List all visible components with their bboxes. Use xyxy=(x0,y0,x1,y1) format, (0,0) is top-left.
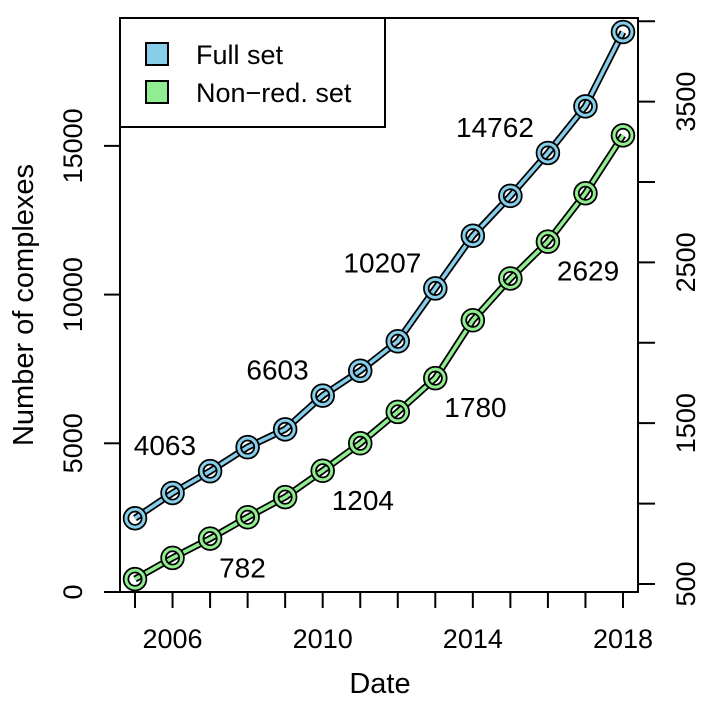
left-axis-tick-label: 10000 xyxy=(58,257,88,332)
data-label: 4063 xyxy=(134,430,196,461)
data-point xyxy=(387,330,409,352)
legend-label-non-red-set: Non−red. set xyxy=(196,78,352,108)
data-point xyxy=(274,418,296,440)
data-label: 14762 xyxy=(456,112,534,143)
data-label: 6603 xyxy=(246,355,308,386)
data-point xyxy=(312,385,334,407)
data-point xyxy=(612,124,634,146)
legend-swatch-full-set xyxy=(145,42,169,66)
data-point xyxy=(274,486,296,508)
series-1 xyxy=(122,123,636,592)
right-y-axis: 500 1500 2500 3500 xyxy=(638,20,701,606)
data-label: 782 xyxy=(219,553,266,584)
left-axis-tick-label: 0 xyxy=(58,584,88,599)
x-axis-title: Date xyxy=(349,668,410,700)
legend-swatch-non-red-set xyxy=(145,80,169,104)
data-point xyxy=(162,482,184,504)
x-axis: 2006 2010 2014 2018 xyxy=(134,591,653,654)
data-point xyxy=(312,460,334,482)
right-axis-tick-label: 1500 xyxy=(671,393,701,453)
right-axis-tick-label: 2500 xyxy=(671,232,701,292)
data-point xyxy=(349,432,371,454)
data-point xyxy=(237,506,259,528)
legend-label-full-set: Full set xyxy=(196,40,284,70)
data-point xyxy=(199,460,221,482)
data-label: 1780 xyxy=(444,392,506,423)
x-axis-tick-label: 2006 xyxy=(143,624,203,654)
data-point xyxy=(537,142,559,164)
data-point xyxy=(387,401,409,423)
legend: Full set Non−red. set xyxy=(119,17,386,128)
left-axis-tick-label: 15000 xyxy=(58,108,88,183)
data-point xyxy=(462,309,484,331)
y-axis-title: Number of complexes xyxy=(8,164,40,446)
x-axis-tick-label: 2018 xyxy=(593,624,653,654)
left-axis-tick-label: 5000 xyxy=(58,413,88,473)
data-point xyxy=(574,182,596,204)
right-axis-tick-label: 3500 xyxy=(671,72,701,132)
series-layer xyxy=(122,19,636,592)
data-point xyxy=(612,21,634,43)
data-point xyxy=(574,95,596,117)
legend-box xyxy=(119,17,386,128)
data-point xyxy=(424,367,446,389)
left-y-axis: 0 5000 10000 15000 xyxy=(58,108,121,600)
data-point xyxy=(237,436,259,458)
data-point xyxy=(499,185,521,207)
data-point xyxy=(499,267,521,289)
data-point xyxy=(349,360,371,382)
data-point xyxy=(462,225,484,247)
data-point xyxy=(424,277,446,299)
series-0 xyxy=(122,19,636,531)
data-label: 2629 xyxy=(557,256,619,287)
x-axis-tick-label: 2010 xyxy=(293,624,353,654)
data-label: 10207 xyxy=(343,247,421,278)
data-label: 1204 xyxy=(332,485,394,516)
x-axis-tick-label: 2014 xyxy=(443,624,503,654)
data-point xyxy=(124,507,146,529)
data-point xyxy=(162,547,184,569)
data-point xyxy=(537,231,559,253)
data-point xyxy=(199,528,221,550)
right-axis-tick-label: 500 xyxy=(671,561,701,606)
data-point xyxy=(124,568,146,590)
data-labels: 4063 6603 10207 14762 782 1204 1780 2629 xyxy=(134,112,619,584)
